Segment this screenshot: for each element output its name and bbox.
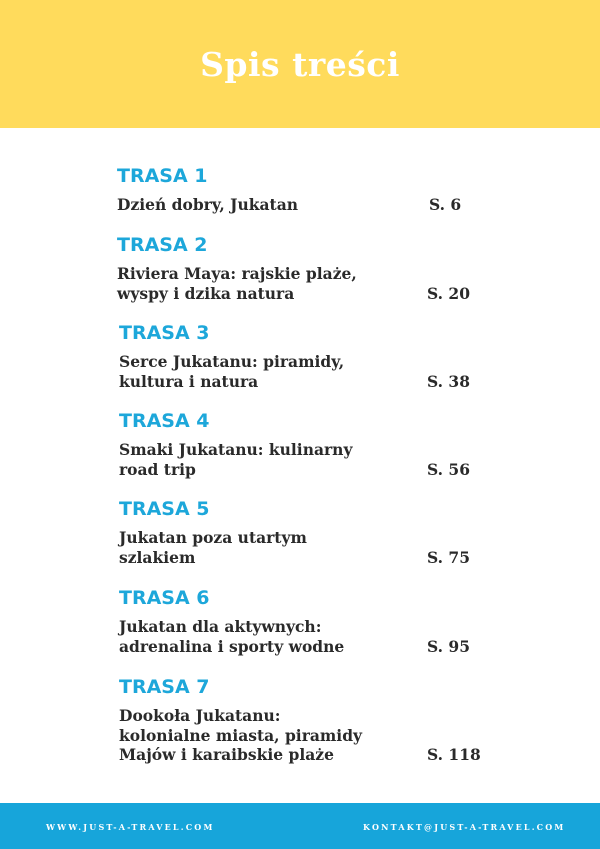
entry-title: Riviera Maya: rajskie plaże, wyspy i dzi… xyxy=(117,264,357,303)
toc-entry[interactable]: TRASA 4 Smaki Jukatanu: kulinarny road t… xyxy=(119,410,489,479)
header-banner: Spis treści xyxy=(0,0,600,128)
toc-entry[interactable]: TRASA 1 Dzień dobry, Jukatan S. 6 xyxy=(117,165,487,215)
route-label: TRASA 6 xyxy=(119,587,210,609)
route-label: TRASA 2 xyxy=(117,234,208,256)
footer: WWW.JUST-A-TRAVEL.COM KONTAKT@JUST-A-TRA… xyxy=(0,803,600,849)
entry-title: Dookoła Jukatanu: kolonialne miasta, pir… xyxy=(119,706,363,764)
page-number: S. 75 xyxy=(427,547,471,567)
page-number: S. 95 xyxy=(427,636,471,656)
page-number: S. 118 xyxy=(427,745,481,764)
entry-title: Serce Jukatanu: piramidy, kultura i natu… xyxy=(119,352,345,391)
toc-entry[interactable]: TRASA 2 Riviera Maya: rajskie plaże, wys… xyxy=(117,234,487,303)
page-title: Spis treści xyxy=(200,44,400,84)
toc-entry[interactable]: TRASA 3 Serce Jukatanu: piramidy, kultur… xyxy=(119,322,489,391)
page-number: S. 38 xyxy=(427,371,471,391)
route-label: TRASA 3 xyxy=(119,322,210,344)
page-number: S. 6 xyxy=(429,195,462,214)
route-label: TRASA 7 xyxy=(119,676,210,698)
entry-title: Jukatan poza utartym szlakiem xyxy=(119,528,307,567)
route-label: TRASA 5 xyxy=(119,498,210,520)
entry-title: Dzień dobry, Jukatan xyxy=(117,195,299,214)
route-label: TRASA 1 xyxy=(117,165,208,187)
page-number: S. 56 xyxy=(427,459,471,479)
route-label: TRASA 4 xyxy=(119,410,210,432)
toc-entry[interactable]: TRASA 6 Jukatan dla aktywnych: adrenalin… xyxy=(119,587,489,656)
toc-entry[interactable]: TRASA 5 Jukatan poza utartym szlakiem S. … xyxy=(119,498,489,567)
entry-title: Jukatan dla aktywnych: adrenalina i spor… xyxy=(119,617,345,656)
toc-entry[interactable]: TRASA 7 Dookoła Jukatanu: kolonialne mia… xyxy=(119,676,489,765)
website-link[interactable]: WWW.JUST-A-TRAVEL.COM xyxy=(46,822,215,832)
page-number: S. 20 xyxy=(427,283,471,303)
entry-title: Smaki Jukatanu: kulinarny road trip xyxy=(119,440,353,479)
email-link[interactable]: KONTAKT@JUST-A-TRAVEL.COM xyxy=(363,822,566,832)
